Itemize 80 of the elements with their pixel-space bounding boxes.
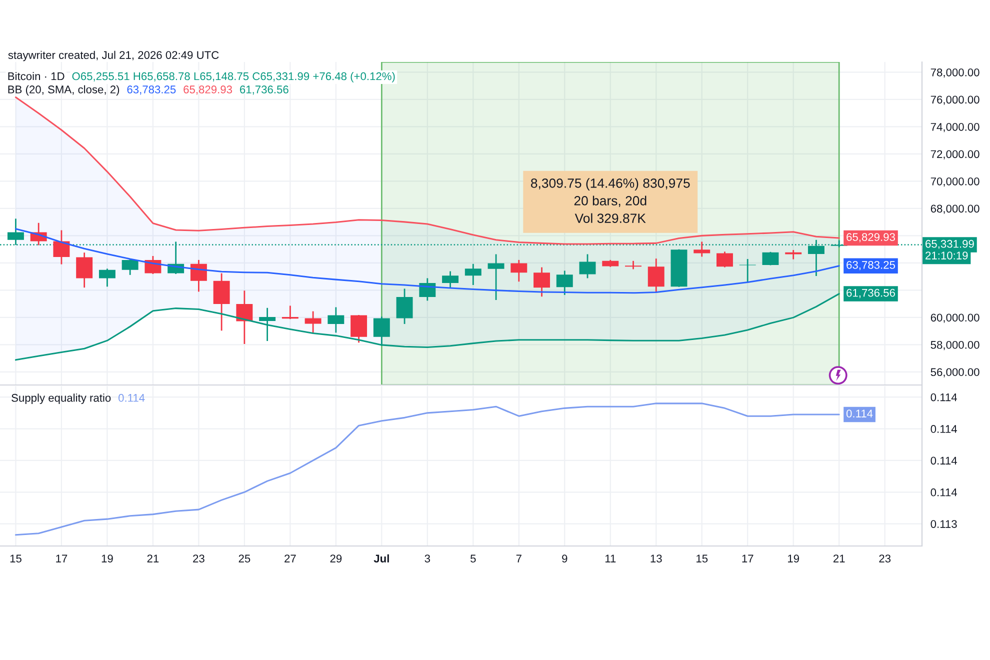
candlestick	[282, 305, 298, 320]
candlestick	[304, 310, 322, 334]
candlestick	[396, 288, 413, 325]
text: Supply equality ratio	[12, 394, 111, 404]
data-label: 61,736.56	[846, 288, 895, 298]
y-tick-label: 0.114	[930, 488, 957, 496]
x-tick-label: 25	[238, 554, 250, 562]
x-tick-label: 27	[284, 554, 296, 562]
candlestick	[625, 260, 642, 270]
annotation: 8,309.75 (14.46%) 830,975 20 bars, 20d Vol 329.87K	[530, 178, 690, 223]
text: Bitcoin · 1D	[8, 72, 64, 80]
text: staywriter created, Jul 21, 2026 02:49 UTC	[8, 50, 219, 62]
candlestick	[122, 258, 138, 276]
candlestick	[259, 307, 276, 342]
x-tick-label: 21	[833, 554, 845, 562]
x-tick-label: 23	[879, 554, 891, 562]
candlestick	[98, 268, 116, 288]
line-series	[14, 293, 840, 361]
x-tick-label: 5	[470, 554, 476, 562]
candlestick	[739, 258, 756, 284]
x-tick-label: 9	[562, 554, 568, 562]
candlestick	[510, 259, 528, 282]
x-tick-label: 11	[605, 554, 616, 562]
candlestick	[190, 259, 207, 292]
annotation: BB (20, SMA, close, 2)	[8, 85, 120, 96]
y-tick-label: 0.113	[930, 520, 957, 528]
x-tick-label: 19	[788, 554, 799, 562]
y-tick-label: 0.114	[930, 393, 957, 402]
line-series	[14, 96, 840, 245]
candlestick	[762, 251, 779, 266]
x-tick-label: 21	[147, 554, 159, 562]
candlestick	[76, 252, 93, 288]
candlestick	[648, 258, 664, 293]
y-tick-label: 76,000.00	[930, 96, 980, 105]
y-tick-label: 0.114	[930, 456, 957, 465]
text: 21:10:19	[926, 252, 968, 260]
candlestick	[373, 316, 390, 347]
x-tick-label: 15	[10, 554, 22, 562]
y-tick-label: 0.114	[930, 425, 957, 433]
data-label: 0.114	[846, 410, 873, 418]
line-series	[14, 402, 840, 536]
x-tick-label: 3	[424, 554, 430, 562]
text: 61,736.56	[240, 86, 288, 95]
candlestick	[579, 254, 596, 279]
y-tick-label: 72,000.00	[930, 150, 980, 160]
y-tick-label: 58,000.00	[930, 340, 980, 350]
candlestick	[53, 230, 70, 265]
y-tick-label: 78,000.00	[930, 68, 980, 78]
x-tick-label: 23	[193, 554, 204, 562]
data-label: 65,829.93	[846, 233, 895, 242]
x-tick-label: 13	[650, 554, 662, 562]
candlestick	[464, 263, 482, 286]
x-tick-label: 7	[516, 554, 522, 562]
x-tick-label: 15	[696, 554, 708, 562]
y-tick-label: 68,000.00	[930, 204, 980, 214]
text: 65,829.93	[184, 86, 232, 95]
candlestick	[213, 272, 230, 332]
candlestick	[236, 290, 253, 345]
x-tick-label: 17	[56, 554, 68, 562]
y-tick-label: 70,000.00	[930, 177, 980, 187]
x-tick-label: Jul	[374, 554, 389, 562]
y-tick-label: 74,000.00	[930, 122, 980, 132]
candlestick	[716, 250, 733, 268]
text: 0.114	[118, 394, 145, 402]
annotation: O65,255.51 H65,658.78 L65,148.75 C65,331.99 +76.48 (+0.12%)	[72, 72, 395, 82]
x-tick-label: 17	[742, 554, 754, 562]
candlestick	[556, 270, 573, 296]
candlestick	[328, 306, 344, 334]
ref-line-label: 65,331.99	[926, 240, 974, 250]
candlestick	[442, 270, 459, 288]
candlestick	[694, 240, 710, 258]
x-tick-label: 29	[330, 554, 342, 562]
text: 63,783.25	[127, 86, 176, 95]
candlestick	[350, 314, 368, 344]
y-tick-label: 60,000.00	[930, 314, 980, 323]
candlestick	[534, 266, 550, 298]
candlestick	[488, 254, 504, 301]
data-label: 63,783.25	[846, 261, 895, 270]
x-tick-label: 19	[102, 554, 113, 562]
y-tick-label: 56,000.00	[930, 368, 980, 378]
